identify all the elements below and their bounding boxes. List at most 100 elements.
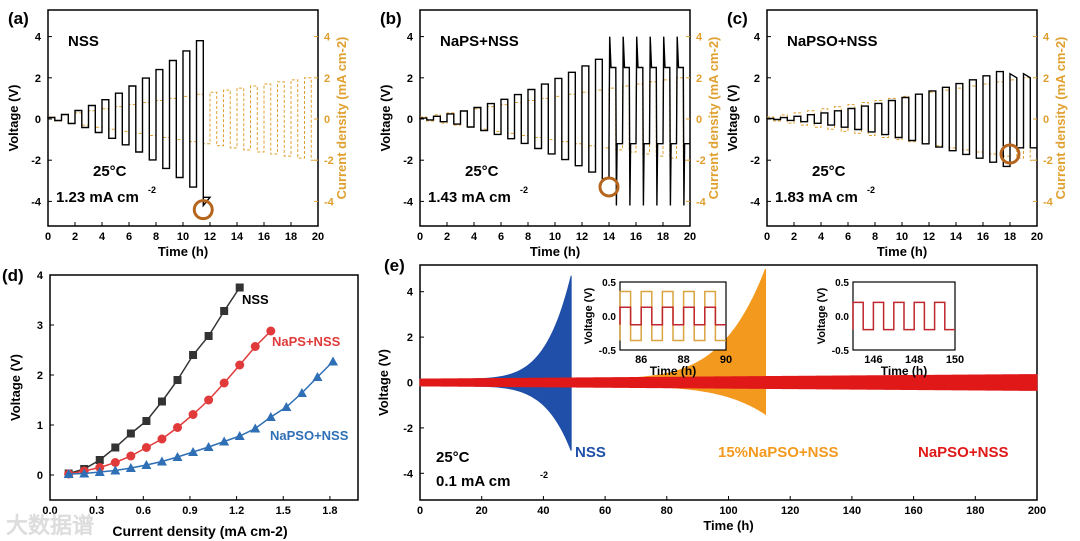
x-tick-label: 8 [153,231,159,243]
critical-current-label: 1.83 mA cm [775,189,858,206]
x-tick-label: 180 [966,505,984,517]
temperature-label: 25°C [812,163,846,180]
x-tick-label: 2 [444,231,450,243]
y2-tick-label: -2 [324,155,334,167]
sample-label: NSS [68,33,99,50]
panel-label: (b) [380,9,402,28]
x-tick-label: 12 [204,231,216,243]
y-tick-label: -4 [403,468,414,480]
temperature-label: 25°C [93,163,127,180]
x-tick-label: 0.9 [182,505,197,517]
voltage-series [419,36,690,206]
inset-x-tick-label: 150 [946,354,964,366]
x-tick-label: 18 [657,231,669,243]
y-tick-label: 0 [35,114,41,126]
data-point-square [220,307,229,315]
data-point-circle [250,342,260,351]
y2-axis-title: Current density (mA cm-2) [334,37,349,200]
x-tick-label: 160 [904,505,922,517]
y-tick-label: 2 [407,332,413,344]
sample-label: NaPSO+NSS [787,33,877,50]
data-point-square [111,443,120,452]
y2-tick-label: 4 [696,32,703,44]
axes-frame [49,274,359,501]
y-tick-label: -4 [403,196,414,208]
data-point-square [235,283,244,292]
data-point-triangle [328,356,339,366]
data-point-square [204,332,213,340]
y2-tick-label: -2 [696,155,706,167]
x-tick-label: 2 [72,231,78,243]
inset-x-axis-title: Time (h) [881,364,927,378]
y-tick-label: 2 [407,73,413,85]
inset-x-tick-label: 148 [905,354,923,366]
y2-tick-label: 0 [324,114,330,126]
x-tick-label: 40 [537,505,549,517]
x-tick-label: 120 [781,505,799,517]
data-point-circle [204,395,214,405]
data-point-triangle [203,442,214,451]
y2-tick-label: -4 [1043,196,1054,208]
data-point-triangle [94,467,105,476]
x-tick-label: 0 [45,231,51,243]
x-tick-label: 6 [845,231,851,243]
data-point-circle [235,360,245,370]
y2-tick-label: -4 [696,196,707,208]
x-tick-label: 1.8 [322,505,337,517]
y2-tick-label: 4 [1043,32,1050,44]
failure-marker [999,143,1021,165]
y-tick-label: 4 [35,32,42,44]
y-tick-label: 4 [37,270,44,282]
y2-tick-label: 2 [324,73,330,85]
x-axis-title: Time (h) [158,244,208,259]
legend-nss: NSS [575,444,606,461]
y2-tick-label: -2 [1043,155,1053,167]
x-tick-label: 140 [843,505,861,517]
y-tick-label: -4 [750,196,761,208]
y-axis-title: Voltage (V) [378,85,393,152]
x-tick-label: 6 [498,231,504,243]
sample-label: NaPS+NSS [440,33,519,50]
y2-tick-label: 2 [696,73,702,85]
y-tick-label: 4 [407,32,414,44]
y-tick-label: -4 [31,196,42,208]
y2-axis-title: Current density (mA cm-2) [706,37,721,200]
x-tick-label: 20 [684,231,696,243]
data-point-square [126,429,135,438]
critical-current-sup: -2 [520,185,528,195]
data-point-triangle [234,431,245,440]
temperature-label: 25°C [436,449,470,466]
current-label: 0.1 mA cm [436,473,510,490]
x-tick-label: 10 [177,231,189,243]
x-tick-label: 10 [896,231,908,243]
x-tick-label: 0 [417,505,423,517]
data-point-triangle [312,372,323,381]
data-point-circle [266,326,276,336]
critical-current-sup: -2 [867,185,875,195]
data-point-square [95,456,104,464]
x-tick-label: 10 [549,231,561,243]
x-tick-label: 6 [126,231,132,243]
y-axis-title: Voltage (V) [376,349,391,416]
x-tick-label: 16 [977,231,989,243]
critical-current-sup: -2 [148,185,156,195]
data-point-triangle [265,412,276,421]
data-point-circle [188,410,198,419]
critical-current-label: 1.23 mA cm [56,189,139,206]
inset-y-tick-label: 0.5 [835,278,849,289]
x-tick-label: 8 [872,231,878,243]
data-point-square [189,351,198,359]
legend-15napso: 15%NaPSO+NSS [718,444,838,461]
x-tick-label: 14 [231,231,244,243]
data-point-circle [157,434,167,444]
x-axis-title: Time (h) [877,244,927,259]
failure-marker [598,176,620,198]
x-tick-label: 2 [791,231,797,243]
y-tick-label: 0 [407,114,413,126]
legend-nss: NSS [242,292,269,307]
y-tick-label: 2 [35,73,41,85]
inset-y-tick-label: 0.5 [602,278,616,289]
y-tick-label: -2 [403,423,413,435]
panel-label: (e) [384,256,405,275]
x-tick-label: 4 [818,231,825,243]
